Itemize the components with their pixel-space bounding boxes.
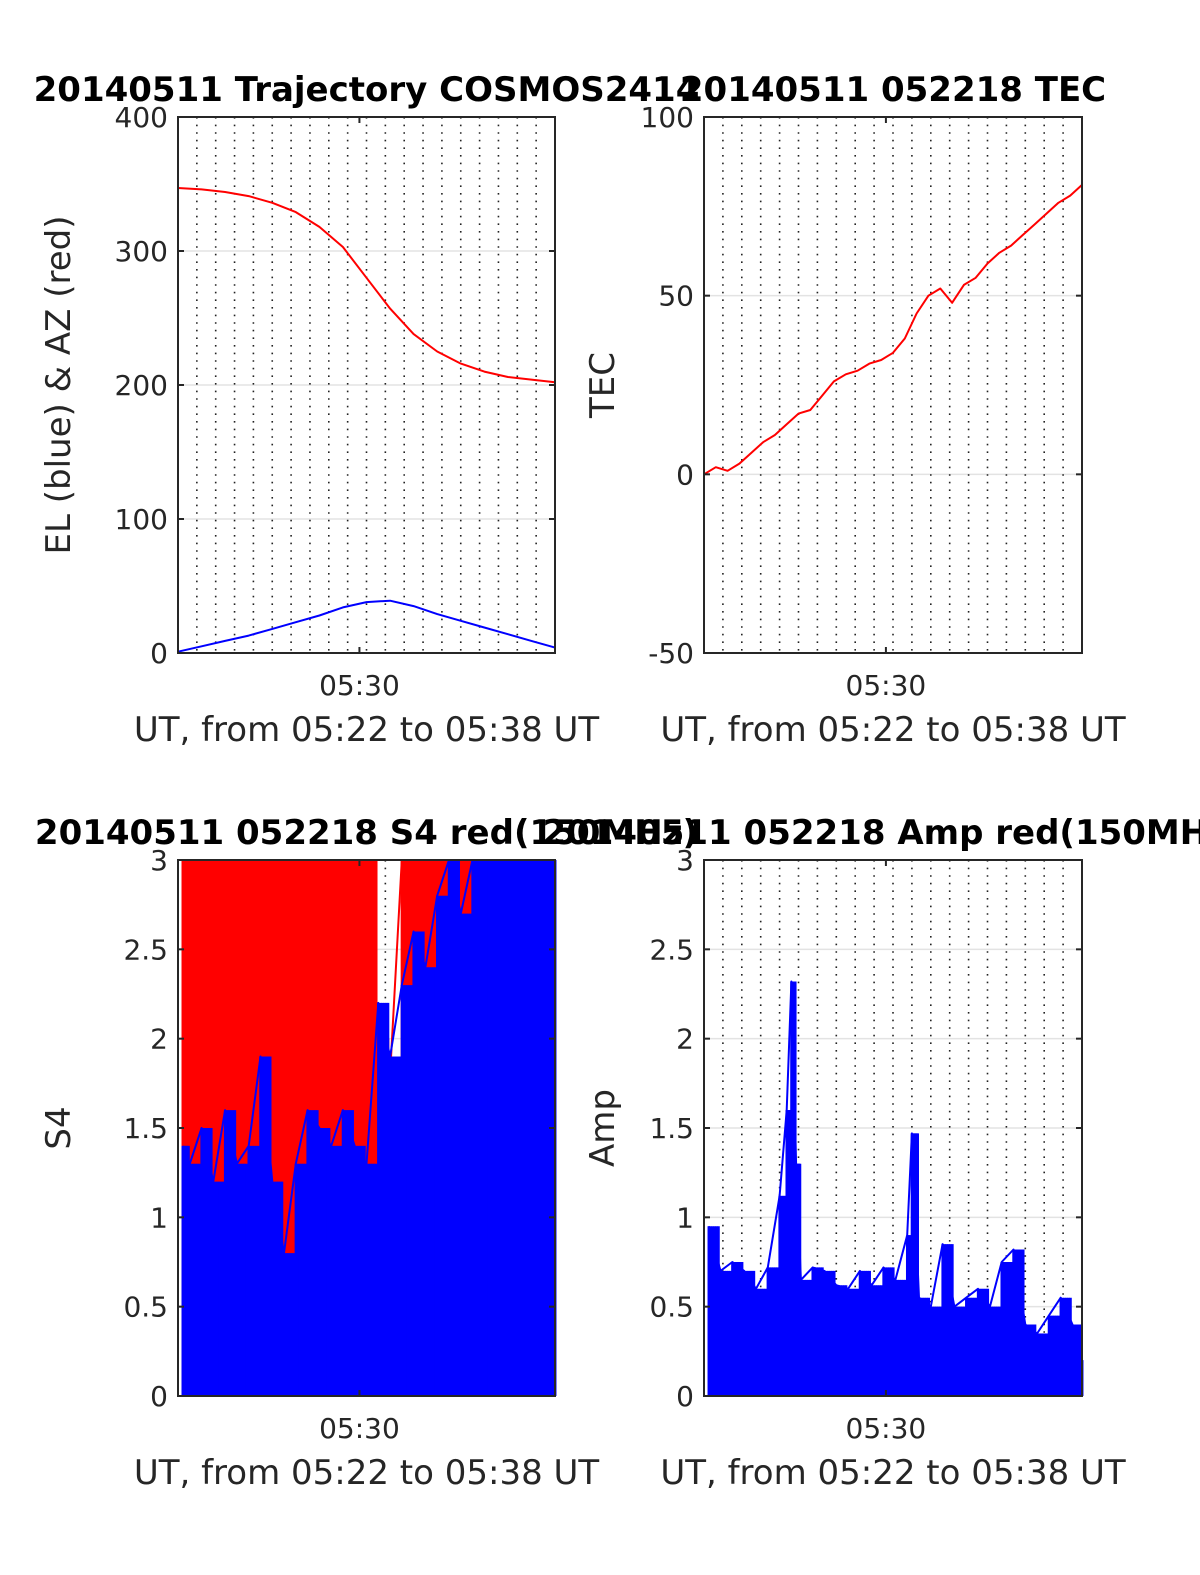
chart-panel: 0 100 200 300 400 05:30 UT, from 05:22 to 05:3… (34, 70, 700, 750)
y-tick-label: 2 (150, 1023, 168, 1056)
y-tick-label: 200 (115, 369, 168, 402)
chart-title: 20140511 Trajectory COSMOS2414 (34, 70, 700, 110)
y-tick-label: 1.5 (123, 1112, 168, 1145)
series-line (177, 599, 556, 653)
y-tick-label: 3 (150, 844, 168, 877)
y-tick-label: 0.5 (123, 1291, 168, 1324)
chart-title: 20140511 052218 TEC (680, 70, 1106, 110)
y-tick-label: 2.5 (649, 933, 694, 966)
y-tick-label: -50 (648, 637, 694, 670)
axes-box (703, 116, 1083, 654)
y-tick-label: 0 (150, 1380, 168, 1413)
x-axis-label: UT, from 05:22 to 05:38 UT (660, 710, 1126, 750)
y-tick-label: 50 (658, 280, 694, 313)
y-tick-label: 100 (115, 503, 168, 536)
y-tick-label: 1 (676, 1201, 694, 1234)
y-axis-label: TEC (583, 352, 623, 419)
x-axis-label: UT, from 05:22 to 05:38 UT (660, 1453, 1126, 1493)
y-tick-label: 0 (150, 637, 168, 670)
y-tick-label: 0.5 (649, 1291, 694, 1324)
y-tick-label: 100 (641, 101, 694, 134)
y-tick-label: 2 (676, 1023, 694, 1056)
x-tick-label: 05:30 (319, 1412, 400, 1445)
y-axis-label: Amp (583, 1089, 623, 1167)
series-line (177, 187, 556, 384)
x-tick-label: 05:30 (319, 669, 400, 702)
x-tick-label: 05:30 (846, 669, 927, 702)
y-tick-label: 0 (676, 1380, 694, 1413)
y-axis-label: S4 (39, 1106, 79, 1149)
x-tick-label: 05:30 (846, 1412, 927, 1445)
y-tick-label: 1.5 (649, 1112, 694, 1145)
series-line (703, 184, 1083, 476)
chart-title: 20140511 052218 S4 red(150MHz) (35, 813, 698, 853)
y-axis-label: EL (blue) & AZ (red) (39, 215, 79, 554)
chart-title: 20140511 052218 Amp red(150MHz) (542, 813, 1200, 853)
y-tick-label: 400 (115, 101, 168, 134)
plot-area (704, 117, 1082, 653)
x-axis-label: UT, from 05:22 to 05:38 UT (134, 710, 600, 750)
y-tick-label: 1 (150, 1201, 168, 1234)
y-tick-label: 2.5 (123, 933, 168, 966)
chart-panel: 0 0.5 1 1.5 2 2.5 3 05:30 UT, from 05:22 to 05:3… (542, 813, 1200, 1493)
y-tick-label: 3 (676, 844, 694, 877)
x-axis-label: UT, from 05:22 to 05:38 UT (134, 1453, 600, 1493)
chart-panel: 0 0.5 1 1.5 2 2.5 3 05:30 UT, from 05:22 to 05:3… (35, 813, 698, 1493)
y-tick-label: 300 (115, 235, 168, 268)
y-tick-label: 0 (676, 458, 694, 491)
chart-panel: -50 0 50 100 05:30 UT, from 05:22 to 05:38 UT… (583, 70, 1126, 750)
